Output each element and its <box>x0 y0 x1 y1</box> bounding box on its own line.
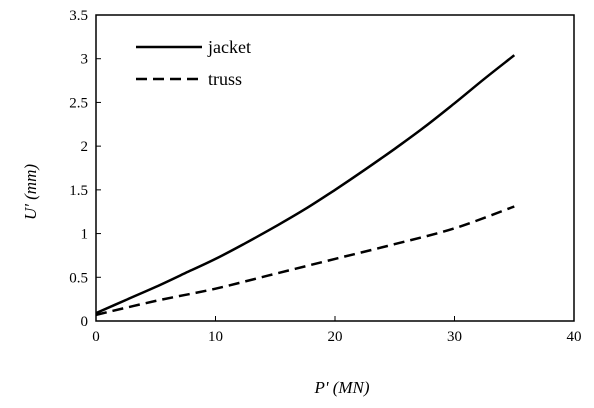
y-tick-label: 1 <box>81 227 89 243</box>
x-tick-label: 30 <box>447 329 462 345</box>
x-tick-label: 0 <box>92 329 100 345</box>
y-axis-title: U' (mm) <box>21 164 40 220</box>
legend-label-truss: truss <box>208 69 242 89</box>
y-tick-label: 2.5 <box>69 95 88 111</box>
legend-label-jacket: jacket <box>207 37 251 57</box>
x-tick-label: 10 <box>208 329 223 345</box>
y-tick-label: 1.5 <box>69 183 88 199</box>
series-line-truss <box>95 205 515 317</box>
plot-area-frame <box>95 14 575 322</box>
y-tick-label: 3 <box>81 52 89 68</box>
y-tick-label: 2 <box>81 139 89 155</box>
x-axis-title: P' (MN) <box>313 378 369 397</box>
y-tick-label: 0 <box>81 314 89 330</box>
x-tick-label: 40 <box>567 329 582 345</box>
x-tick-label: 20 <box>328 329 343 345</box>
y-tick-label: 0.5 <box>69 270 88 286</box>
y-tick-label: 3.5 <box>69 8 88 24</box>
series-line-jacket <box>95 54 516 315</box>
